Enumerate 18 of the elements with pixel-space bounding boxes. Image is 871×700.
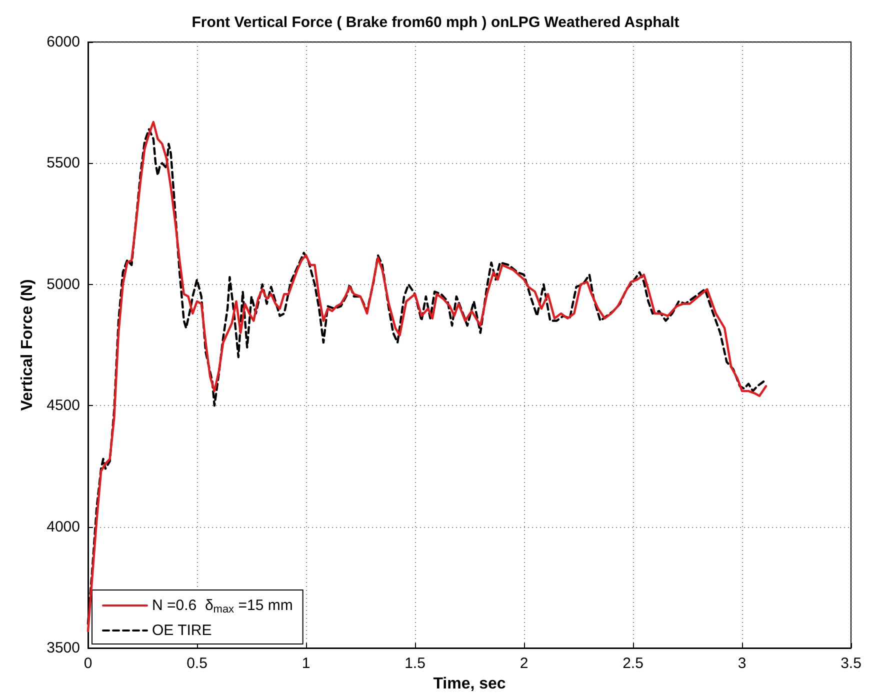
y-tick-label: 4000	[46, 518, 80, 536]
x-tick-label: 1	[302, 655, 310, 672]
x-tick-label: 2	[520, 655, 528, 672]
y-tick-label: 3500	[46, 640, 80, 656]
x-tick-label: 0.5	[186, 655, 208, 672]
y-tick-label: 5500	[46, 154, 80, 172]
x-tick-label: 1.5	[404, 655, 426, 672]
chart-title: Front Vertical Force ( Brake from60 mph ) onLPG Weathered Asphalt	[192, 14, 680, 31]
y-tick-label: 4500	[46, 397, 80, 414]
y-axis-title: Vertical Force (N)	[19, 279, 36, 411]
legend-label: OE TIRE	[152, 622, 212, 639]
x-tick-label: 0	[84, 655, 92, 672]
x-tick-label: 3.5	[840, 655, 862, 672]
x-axis-title: Time, sec	[433, 675, 506, 692]
y-tick-label: 5000	[46, 276, 80, 293]
x-tick-label: 3	[738, 655, 746, 672]
x-tick-label: 2.5	[622, 655, 644, 672]
y-tick-label: 6000	[46, 34, 80, 50]
